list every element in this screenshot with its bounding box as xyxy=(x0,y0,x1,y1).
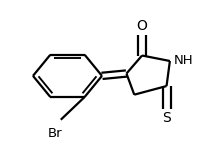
Text: NH: NH xyxy=(174,54,194,67)
Text: O: O xyxy=(137,19,147,33)
Text: S: S xyxy=(162,111,171,125)
Text: Br: Br xyxy=(48,127,62,140)
